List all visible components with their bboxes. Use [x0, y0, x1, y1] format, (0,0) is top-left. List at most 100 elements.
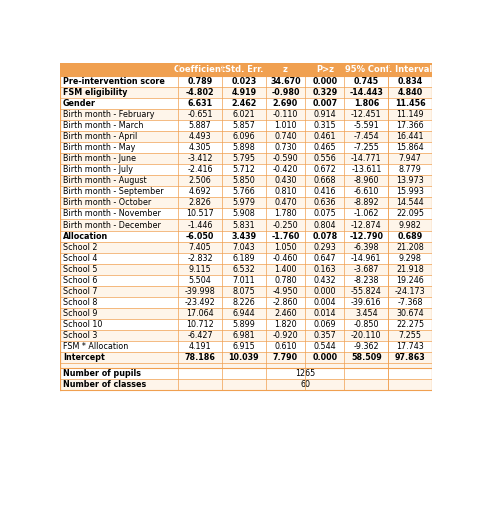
- Text: 7.947: 7.947: [399, 155, 421, 163]
- Text: 0.914: 0.914: [313, 111, 336, 119]
- Text: 5.795: 5.795: [232, 155, 255, 163]
- Text: 5.908: 5.908: [232, 210, 255, 219]
- Text: -2.832: -2.832: [187, 254, 213, 263]
- Text: 21.918: 21.918: [396, 265, 424, 274]
- Text: 0.432: 0.432: [313, 276, 336, 285]
- Text: -8.238: -8.238: [354, 276, 379, 285]
- Text: -0.980: -0.980: [271, 89, 300, 97]
- Text: Std. Err.: Std. Err.: [225, 65, 263, 74]
- Text: 17.366: 17.366: [396, 122, 424, 130]
- Bar: [60, 379, 432, 390]
- Text: 8.075: 8.075: [232, 287, 255, 296]
- Bar: [60, 121, 432, 132]
- Text: 0.430: 0.430: [274, 177, 297, 185]
- Text: 17.743: 17.743: [396, 342, 424, 351]
- Text: School 7: School 7: [63, 287, 97, 296]
- Text: 17.064: 17.064: [186, 309, 214, 318]
- Text: Number of classes: Number of classes: [63, 380, 146, 389]
- Bar: [60, 176, 432, 187]
- Bar: [60, 308, 432, 319]
- Text: 0.461: 0.461: [313, 133, 336, 141]
- Text: 1265: 1265: [295, 369, 315, 378]
- Text: School 8: School 8: [63, 298, 97, 307]
- Text: 2.462: 2.462: [231, 100, 256, 108]
- Text: 30.674: 30.674: [396, 309, 424, 318]
- Text: 95% Conf. Interval: 95% Conf. Interval: [345, 65, 432, 74]
- Text: -6.610: -6.610: [354, 188, 379, 196]
- Text: 4.493: 4.493: [189, 133, 211, 141]
- Bar: [60, 319, 432, 330]
- Text: 5.850: 5.850: [232, 177, 255, 185]
- Text: -7.255: -7.255: [353, 144, 379, 152]
- Bar: [60, 63, 432, 77]
- Text: 6.631: 6.631: [188, 100, 213, 108]
- Text: -2.860: -2.860: [273, 298, 298, 307]
- Bar: [60, 242, 432, 253]
- Text: 9.115: 9.115: [189, 265, 211, 274]
- Text: 5.887: 5.887: [189, 122, 211, 130]
- Text: School 2: School 2: [63, 243, 97, 252]
- Text: 1.010: 1.010: [274, 122, 297, 130]
- Text: 0.416: 0.416: [313, 188, 336, 196]
- Text: -20.110: -20.110: [351, 331, 382, 340]
- Text: -0.110: -0.110: [273, 111, 298, 119]
- Text: 5.504: 5.504: [189, 276, 211, 285]
- Text: 0.556: 0.556: [313, 155, 336, 163]
- Text: School 6: School 6: [63, 276, 97, 285]
- Text: -14.771: -14.771: [351, 155, 382, 163]
- Text: 0.293: 0.293: [313, 243, 336, 252]
- Text: 11.149: 11.149: [396, 111, 424, 119]
- Text: 3.454: 3.454: [355, 309, 378, 318]
- Text: Intercept: Intercept: [63, 353, 105, 362]
- Bar: [60, 198, 432, 209]
- Text: 5.979: 5.979: [232, 199, 255, 208]
- Text: Gender: Gender: [63, 100, 96, 108]
- Bar: [60, 143, 432, 154]
- Text: -7.368: -7.368: [397, 298, 423, 307]
- Text: 0.672: 0.672: [313, 166, 336, 174]
- Text: z: z: [283, 65, 288, 74]
- Text: School 3: School 3: [63, 331, 97, 340]
- Text: 4.191: 4.191: [189, 342, 211, 351]
- Bar: [60, 220, 432, 231]
- Text: 3.439: 3.439: [231, 232, 256, 241]
- Text: -14.961: -14.961: [351, 254, 382, 263]
- Text: -1.062: -1.062: [354, 210, 379, 219]
- Text: 0.470: 0.470: [274, 199, 297, 208]
- Text: 60: 60: [300, 380, 310, 389]
- Text: -3.412: -3.412: [187, 155, 213, 163]
- Text: -39.616: -39.616: [351, 298, 382, 307]
- Text: Birth month - November: Birth month - November: [63, 210, 161, 219]
- Text: P>z: P>z: [316, 65, 334, 74]
- Text: Birth month - April: Birth month - April: [63, 133, 137, 141]
- Text: Birth month - December: Birth month - December: [63, 221, 161, 230]
- Text: -0.920: -0.920: [273, 331, 298, 340]
- Text: 5.898: 5.898: [232, 144, 255, 152]
- Text: 0.000: 0.000: [313, 287, 336, 296]
- Text: 21.208: 21.208: [396, 243, 424, 252]
- Text: School 10: School 10: [63, 320, 102, 329]
- Text: 0.329: 0.329: [312, 89, 337, 97]
- Bar: [60, 341, 432, 352]
- Text: 10.039: 10.039: [228, 353, 259, 362]
- Text: 5.899: 5.899: [232, 320, 255, 329]
- Text: 0.465: 0.465: [313, 144, 336, 152]
- Text: 2.460: 2.460: [274, 309, 297, 318]
- Text: 0.014: 0.014: [313, 309, 336, 318]
- Text: 22.095: 22.095: [396, 210, 424, 219]
- Text: 9.982: 9.982: [399, 221, 421, 230]
- Text: -12.451: -12.451: [351, 111, 382, 119]
- Text: 19.246: 19.246: [396, 276, 424, 285]
- Text: School 9: School 9: [63, 309, 97, 318]
- Text: 4.692: 4.692: [189, 188, 211, 196]
- Bar: [60, 187, 432, 198]
- Text: 6.532: 6.532: [232, 265, 255, 274]
- Text: 0.075: 0.075: [313, 210, 336, 219]
- Text: 14.544: 14.544: [396, 199, 424, 208]
- Text: -9.362: -9.362: [354, 342, 379, 351]
- Text: -4.950: -4.950: [273, 287, 298, 296]
- Text: School 4: School 4: [63, 254, 97, 263]
- Text: FSM * Allocation: FSM * Allocation: [63, 342, 128, 351]
- Text: 0.834: 0.834: [397, 78, 423, 86]
- Text: 0.668: 0.668: [313, 177, 336, 185]
